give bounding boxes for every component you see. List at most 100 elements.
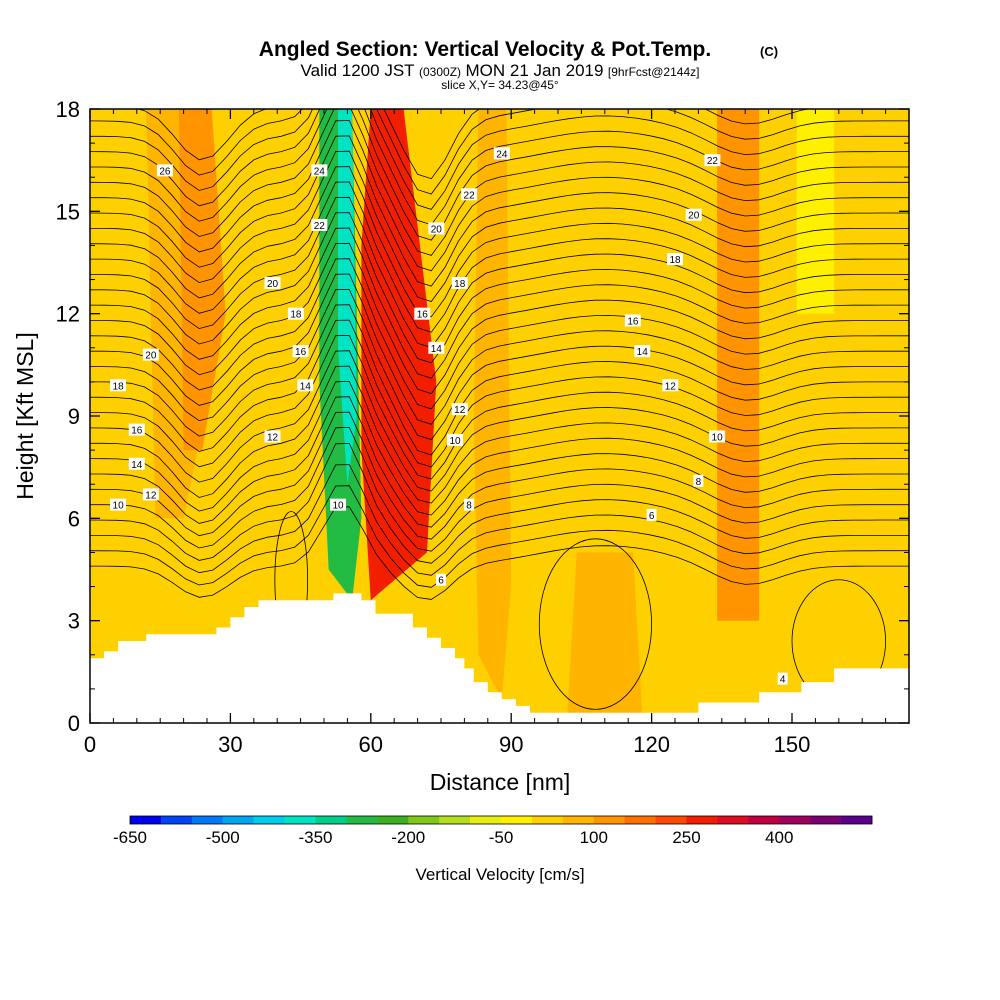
contour-label-3: 22 xyxy=(707,156,719,167)
velocity-band-6 xyxy=(473,109,512,700)
contour-label-bg-3 xyxy=(704,154,721,167)
contour-label-bg-30 xyxy=(464,498,475,511)
theta-closed-contour-0 xyxy=(538,538,653,710)
colorbar-swatch-9 xyxy=(408,816,440,824)
theta-isoline-4 xyxy=(90,426,909,552)
y-tick-label-1: 3 xyxy=(68,609,80,634)
contour-label-10: 18 xyxy=(669,255,681,266)
contour-label-28: 10 xyxy=(332,501,344,512)
colorbar-swatch-11 xyxy=(470,816,502,824)
contour-label-26: 10 xyxy=(449,436,461,447)
contour-label-bg-2 xyxy=(493,147,510,160)
contour-label-15: 16 xyxy=(627,316,639,327)
contour-label-1: 24 xyxy=(314,166,326,177)
contour-label-bg-0 xyxy=(156,164,173,177)
theta-isoline-19 xyxy=(90,196,909,348)
colorbar-swatch-12 xyxy=(501,816,533,824)
colorbar-swatch-22 xyxy=(810,816,842,824)
theta-isoline-13 xyxy=(90,288,909,441)
y-tick-label-2: 6 xyxy=(68,506,80,531)
contour-label-9: 20 xyxy=(145,351,157,362)
contour-label-bg-6 xyxy=(428,222,445,235)
contour-label-bg-25 xyxy=(142,488,159,501)
velocity-band-7 xyxy=(567,552,643,713)
terrain-layer xyxy=(90,593,909,723)
theta-isoline-14 xyxy=(90,273,909,425)
velocity-band-8 xyxy=(717,109,760,621)
contour-label-bg-9 xyxy=(142,348,159,361)
contour-label-2: 24 xyxy=(496,149,508,160)
colorbar-swatch-4 xyxy=(253,816,285,824)
contour-label-bg-34 xyxy=(777,672,788,685)
contour-label-22: 12 xyxy=(454,405,466,416)
colorbar-swatch-16 xyxy=(624,816,656,824)
contour-label-0: 26 xyxy=(159,166,171,177)
chart-title: Angled Section: Vertical Velocity & Pot.… xyxy=(259,38,711,61)
colorbar-swatch-0 xyxy=(130,816,162,824)
colorbar-swatch-20 xyxy=(748,816,780,824)
x-axis: 0 30 60 90 120 150 xyxy=(84,109,887,757)
y-tick-label-0: 0 xyxy=(68,711,80,736)
contour-label-bg-16 xyxy=(292,345,309,358)
theta-isoline-17 xyxy=(90,227,909,379)
colorbar-ticks: -650 -500 -350 -200 -50 100 250 400 xyxy=(113,828,793,847)
colorbar-swatch-21 xyxy=(779,816,811,824)
x-tick-label-2: 60 xyxy=(359,732,383,757)
theta-isoline-22 xyxy=(90,150,909,302)
theta-isoline-5 xyxy=(90,411,909,540)
theta-isoline-16 xyxy=(90,242,909,395)
contour-label-12: 18 xyxy=(290,310,302,321)
contour-label-19: 14 xyxy=(637,347,649,358)
theta-isoline-2 xyxy=(90,464,909,576)
contour-label-32: 6 xyxy=(649,511,655,522)
theta-isoline-9 xyxy=(90,350,909,492)
contour-label-bg-7 xyxy=(685,208,702,221)
x-tick-label-3: 90 xyxy=(499,732,523,757)
theta-isoline-0 xyxy=(90,506,909,600)
velocity-band-9 xyxy=(796,109,835,314)
contour-label-bg-33 xyxy=(436,573,446,586)
theta-isoline-1 xyxy=(90,485,909,588)
contour-label-34: 4 xyxy=(780,675,786,686)
contour-label-30: 8 xyxy=(466,501,472,512)
contour-label-bg-5 xyxy=(461,188,478,201)
subtitle-date: MON 21 Jan 2019 xyxy=(465,61,603,80)
theta-isoline-3 xyxy=(90,442,909,564)
theta-isoline-20 xyxy=(90,181,909,333)
colorbar-tick-label-7: 400 xyxy=(765,828,793,847)
subtitle-utc: (0300Z) xyxy=(419,65,461,79)
contour-label-5: 22 xyxy=(464,190,476,201)
subtitle-valid: Valid 1200 JST xyxy=(301,61,415,80)
chart-title-units: (C) xyxy=(760,44,778,59)
theta-isoline-21 xyxy=(90,166,909,318)
x-tick-label-1: 30 xyxy=(218,732,242,757)
theta-isoline-30 xyxy=(136,109,810,180)
contour-label-4: 22 xyxy=(314,221,326,232)
contour-label-bg-10 xyxy=(667,253,683,266)
theta-isoline-11 xyxy=(90,319,909,468)
contour-label-bg-17 xyxy=(128,423,145,436)
theta-isoline-7 xyxy=(90,380,909,516)
contour-label-bg-23 xyxy=(662,379,679,392)
contour-label-13: 18 xyxy=(113,381,125,392)
contour-label-20: 14 xyxy=(300,381,312,392)
contour-label-bg-21 xyxy=(128,457,145,470)
colorbar-tick-label-3: -200 xyxy=(391,828,425,847)
contour-label-29: 10 xyxy=(113,501,125,512)
colorbar-swatch-5 xyxy=(284,816,316,824)
contour-label-bg-8 xyxy=(264,276,281,289)
contour-label-bg-28 xyxy=(330,498,347,511)
theta-isoline-25 xyxy=(90,109,909,256)
y-tick-label-5: 15 xyxy=(56,199,80,224)
chart-subtitle: Valid 1200 JST (0300Z) MON 21 Jan 2019 [… xyxy=(301,61,700,80)
contour-label-bg-32 xyxy=(646,508,657,521)
x-tick-label-0: 0 xyxy=(84,732,96,757)
contour-label-18: 14 xyxy=(431,344,443,355)
contour-label-24: 12 xyxy=(267,432,279,443)
contour-label-bg-11 xyxy=(451,276,468,289)
colorbar-swatch-14 xyxy=(562,816,595,824)
colorbar xyxy=(129,815,873,825)
contour-label-bg-19 xyxy=(634,345,651,358)
contour-label-8: 20 xyxy=(267,279,279,290)
